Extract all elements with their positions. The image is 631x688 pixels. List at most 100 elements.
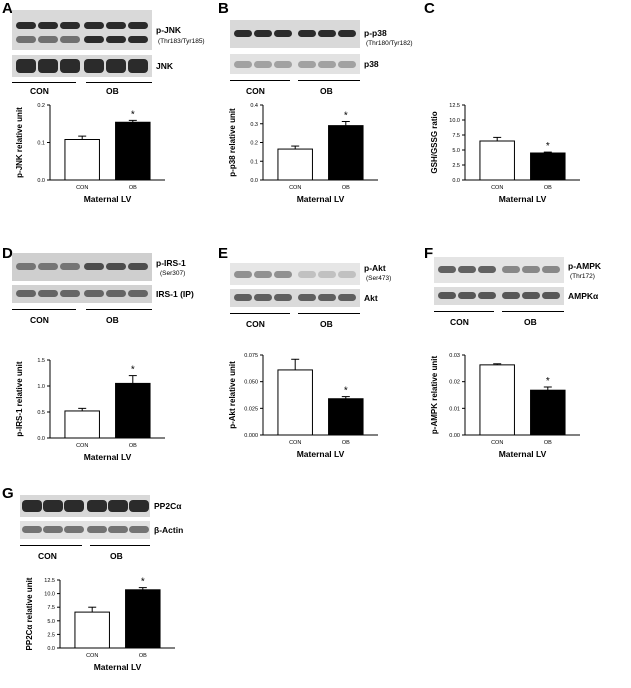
bar — [64, 410, 100, 439]
y-tick-label: 1.5 — [37, 358, 45, 364]
y-tick-label: 0.0 — [47, 646, 55, 652]
blot-label: β-Actin — [154, 525, 184, 535]
bar — [115, 121, 151, 181]
x-axis-label: Maternal LV — [84, 194, 132, 204]
y-tick-label: 7.5 — [47, 605, 55, 611]
panel-e: E p-Akt (Ser473) Akt CON OB 0.000 0.025 0.… — [218, 245, 418, 475]
panel-d: D p-IRS-1 (Ser307) IRS-1 (IP) CON OB 0.0… — [0, 245, 210, 475]
y-tick-label: 0.2 — [37, 103, 45, 109]
y-tick-label: 0.050 — [244, 380, 258, 386]
group-label: CON — [450, 317, 469, 327]
bar — [530, 389, 566, 436]
significance-star: * — [131, 109, 135, 120]
category-label: CON — [289, 185, 301, 191]
group-label: OB — [106, 315, 119, 325]
y-axis-label: PP2Cα relative unit — [25, 577, 34, 650]
y-tick-label: 0.0 — [452, 178, 460, 184]
blot-label: p-Akt — [364, 263, 386, 273]
panel-g: G PP2Cα β-Actin CON OB 0.0 2.5 5.0 7.5 10.0 1… — [0, 485, 220, 688]
y-tick-label: 0.02 — [449, 380, 460, 386]
group-label: OB — [106, 86, 119, 96]
y-tick-label: 2.5 — [452, 163, 460, 169]
y-axis-label: p-JNK relative unit — [15, 107, 24, 178]
blot-label-residue: (Thr180/Tyr182) — [366, 40, 413, 47]
bar — [479, 140, 515, 181]
group-label: CON — [246, 319, 265, 329]
y-axis-label: p-p38 relative unit — [228, 108, 237, 177]
y-tick-label: 10.0 — [44, 592, 55, 598]
group-label: CON — [38, 551, 57, 561]
bar-chart: 0.0 2.5 5.0 7.5 10.0 12.5 GSH/GSSG ratio CON OB *… — [430, 103, 580, 204]
y-tick-label: 0.000 — [244, 433, 258, 439]
y-tick-label: 7.5 — [452, 133, 460, 139]
panel-letter: A — [2, 0, 13, 17]
category-label: OB — [139, 653, 147, 659]
western-blot-p38 — [230, 54, 360, 74]
bar-chart: 0.0 0.5 1.0 1.5 p-IRS-1 relative unit CON OB * M… — [15, 358, 165, 462]
group-label: CON — [30, 86, 49, 96]
category-label: OB — [129, 443, 137, 449]
bar — [277, 148, 313, 181]
y-axis-label: p-AMPK relative unit — [430, 356, 439, 435]
blot-label: AMPKα — [568, 291, 599, 301]
bar — [115, 382, 151, 439]
y-tick-label: 0.075 — [244, 353, 258, 359]
western-blot-beta-actin — [20, 521, 150, 539]
blot-label-residue: (Ser473) — [366, 275, 392, 282]
significance-star: * — [546, 141, 550, 152]
significance-star: * — [344, 386, 348, 397]
category-label: CON — [76, 185, 88, 191]
blot-label-residue: (Thr172) — [570, 273, 595, 280]
significance-star: * — [141, 577, 145, 588]
western-blot-p-p38 — [230, 20, 360, 48]
panel-f: F p-AMPK (Thr172) AMPKα CON OB 0.00 0.01 0… — [420, 245, 630, 475]
western-blot-p-irs-1 — [12, 253, 152, 281]
panel-letter: E — [218, 245, 229, 262]
y-tick-label: 0.0 — [250, 178, 258, 184]
group-label: OB — [320, 86, 333, 96]
panel-c: C 0.0 2.5 5.0 7.5 10.0 12.5 GSH/GSSG ratio CON O… — [420, 0, 620, 230]
blot-label-residue: (Thr183/Tyr185) — [158, 38, 205, 45]
western-blot-akt — [230, 289, 360, 307]
blot-label: p38 — [364, 59, 379, 69]
y-axis-label: p-Akt relative unit — [228, 361, 237, 429]
blot-label: p-AMPK — [568, 261, 602, 271]
panel-letter: F — [424, 245, 434, 262]
x-axis-label: Maternal LV — [499, 194, 547, 204]
bar-chart: 0.0 2.5 5.0 7.5 10.0 12.5 PP2Cα relative unit C… — [25, 577, 175, 672]
category-label: OB — [129, 185, 137, 191]
blot-label: Akt — [364, 293, 378, 303]
blot-label: PP2Cα — [154, 501, 182, 511]
significance-star: * — [344, 111, 348, 122]
group-label: OB — [524, 317, 537, 327]
significance-star: * — [131, 365, 135, 376]
x-axis-label: Maternal LV — [499, 449, 547, 459]
bar-chart: 0.0 0.1 0.2 0.3 0.4 p-p38 relative unit CON OB *… — [228, 103, 378, 204]
y-tick-label: 10.0 — [449, 118, 460, 124]
category-label: CON — [491, 440, 503, 446]
blot-label: JNK — [156, 61, 174, 71]
y-tick-label: 0.025 — [244, 406, 258, 412]
panel-letter: C — [424, 0, 435, 17]
x-axis-label: Maternal LV — [94, 662, 142, 672]
y-tick-label: 12.5 — [44, 578, 55, 584]
y-tick-label: 0.0 — [37, 436, 45, 442]
category-label: CON — [289, 440, 301, 446]
x-axis-label: Maternal LV — [297, 449, 345, 459]
y-tick-label: 0.1 — [37, 141, 45, 147]
y-tick-label: 5.0 — [452, 148, 460, 154]
blot-label: p-JNK — [156, 25, 182, 35]
group-label: CON — [30, 315, 49, 325]
panel-letter: G — [2, 485, 14, 502]
category-label: CON — [86, 653, 98, 659]
category-label: OB — [342, 185, 350, 191]
y-tick-label: 12.5 — [449, 103, 460, 109]
western-blot-p-akt — [230, 263, 360, 285]
western-blot-ampk-alpha — [434, 287, 564, 305]
x-axis-label: Maternal LV — [84, 452, 132, 462]
western-blot-irs-1 — [12, 285, 152, 303]
bar — [125, 589, 161, 649]
bar — [328, 125, 364, 181]
blot-label: IRS-1 (IP) — [156, 289, 194, 299]
category-label: CON — [76, 443, 88, 449]
